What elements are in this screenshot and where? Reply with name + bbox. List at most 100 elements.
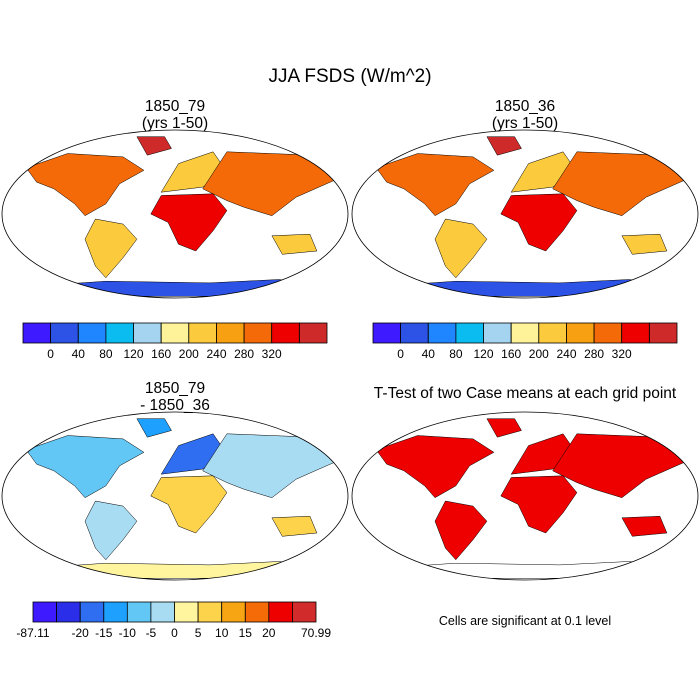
panel-2-title: 1850_36 (yrs 1-50) — [375, 98, 675, 132]
colorbar-swatch — [197, 601, 223, 623]
colorbar-swatch — [427, 322, 457, 344]
panel-1-title-line1: 1850_79 — [144, 98, 206, 115]
panel-1-title-line2: (yrs 1-50) — [141, 115, 209, 132]
colorbar-tick-label: -20 — [72, 626, 90, 640]
map-frame-3 — [1, 411, 349, 581]
colorbar-tick-label: -87.11 — [16, 626, 49, 640]
colorbar-tick-label: 5 — [195, 626, 202, 640]
samerica-region-panel-4 — [434, 500, 488, 561]
colorbar-tick-label: -10 — [119, 626, 137, 640]
australia-region-panel-2 — [621, 233, 668, 255]
africa-region-panel-2 — [500, 193, 578, 252]
colorbar-swatch — [188, 322, 217, 344]
colorbar-swatch — [566, 322, 595, 344]
map-frame-2 — [351, 129, 699, 299]
colorbar-tick-label: 10 — [215, 626, 229, 640]
colorbar-tick-label: 120 — [123, 347, 143, 361]
panel-1-title: 1850_79 (yrs 1-50) — [25, 98, 325, 132]
colorbar-swatch — [510, 322, 540, 344]
colorbar-swatch — [298, 322, 328, 344]
samerica-region-panel-3 — [84, 500, 138, 561]
australia-region-panel-4 — [621, 515, 668, 537]
colorbar-tick-label: 200 — [179, 347, 199, 361]
samerica-region-panel-2 — [434, 218, 488, 279]
panel-2-title-line1: 1850_36 — [494, 98, 556, 115]
colorbar-tick-label: 80 — [99, 347, 113, 361]
colorbar-tick-label: 200 — [529, 347, 549, 361]
colorbar-swatch — [126, 601, 152, 623]
greenland-region-panel-3 — [136, 418, 172, 438]
colorbar-tick-label: -5 — [146, 626, 157, 640]
colorbar-swatch — [649, 322, 678, 344]
colorbar-swatch — [268, 601, 293, 623]
panel-3-title-line2: - 1850_36 — [140, 397, 210, 414]
colorbar-tick-label: 280 — [234, 347, 254, 361]
colorbar-swatch — [103, 601, 128, 623]
colorbar-tick-label: 80 — [449, 347, 463, 361]
colorbar-swatch — [32, 601, 58, 623]
colorbar-1: 0 40 80 120 160 200 240 280 320 — [22, 322, 328, 361]
colorbar-swatch — [372, 322, 402, 344]
map-frame-1 — [1, 129, 349, 299]
panel-4-title: T-Test of two Case means at each grid po… — [355, 385, 695, 402]
colorbar-swatch — [133, 322, 162, 344]
africa-region-panel-1 — [150, 193, 228, 252]
asia-region-panel-3 — [202, 433, 335, 498]
australia-region-panel-1 — [271, 233, 318, 255]
colorbar-tick-label: 70.99 — [301, 626, 331, 640]
colorbar-tick-label: -15 — [95, 626, 113, 640]
colorbar-swatch — [621, 322, 650, 344]
colorbar-swatch — [483, 322, 512, 344]
colorbar-tick-label: 0 — [397, 347, 404, 361]
colorbar-swatch — [105, 322, 134, 344]
namerica-region-panel-2 — [375, 153, 495, 217]
colorbar-swatch — [22, 322, 52, 344]
colorbar-tick-label: 320 — [262, 347, 282, 361]
colorbar-swatch — [593, 322, 623, 344]
colorbar-tick-label: 240 — [206, 347, 226, 361]
colorbar-swatch — [56, 601, 81, 623]
greenland-region-panel-1 — [136, 136, 172, 156]
namerica-region-panel-3 — [25, 435, 145, 499]
colorbar-tick-label: 15 — [239, 626, 253, 640]
greenland-region-panel-4 — [486, 418, 522, 438]
colorbar-tick-label: 20 — [262, 626, 276, 640]
colorbar-tick-label: 0 — [171, 626, 178, 640]
asia-region-panel-1 — [202, 151, 335, 216]
colorbar-swatch — [455, 322, 484, 344]
colorbar-2: 0 40 80 120 160 200 240 280 320 — [372, 322, 678, 361]
colorbar-tick-label: 160 — [501, 347, 521, 361]
colorbar-tick-label: 160 — [151, 347, 171, 361]
colorbar-tick-label: 40 — [422, 347, 436, 361]
panel-3-title: 1850_79 - 1850_36 — [25, 380, 325, 414]
colorbar-tick-label: 0 — [47, 347, 54, 361]
namerica-region-panel-1 — [25, 153, 145, 217]
map-panel-1 — [1, 129, 349, 299]
namerica-region-panel-4 — [375, 435, 495, 499]
africa-region-panel-3 — [150, 475, 228, 534]
colorbar-tick-label: 120 — [473, 347, 493, 361]
map-frame-4 — [351, 411, 699, 581]
panel-3-title-line1: 1850_79 — [144, 380, 206, 397]
asia-region-panel-4 — [552, 433, 685, 498]
asia-region-panel-2 — [552, 151, 685, 216]
map-panel-3 — [1, 411, 349, 581]
colorbar-swatch — [291, 601, 317, 623]
colorbar-swatch — [79, 601, 105, 623]
samerica-region-panel-1 — [84, 218, 138, 279]
greenland-region-panel-2 — [486, 136, 522, 156]
colorbar-swatch — [244, 601, 270, 623]
colorbar-swatch — [174, 601, 199, 623]
africa-region-panel-4 — [500, 475, 578, 534]
colorbar-tick-label: 40 — [72, 347, 86, 361]
colorbar-tick-label: 240 — [556, 347, 576, 361]
colorbar-swatch — [150, 601, 175, 623]
panel-2-title-line2: (yrs 1-50) — [491, 115, 559, 132]
panel-4-title-line1: T-Test of two Case means at each grid po… — [373, 385, 677, 402]
colorbar-swatch — [271, 322, 300, 344]
significance-note: Cells are significant at 0.1 level — [438, 614, 612, 628]
colorbar-tick-label: 280 — [584, 347, 604, 361]
figure-title: JJA FSDS (W/m^2) — [268, 66, 432, 87]
colorbar-tick-label: 320 — [612, 347, 632, 361]
